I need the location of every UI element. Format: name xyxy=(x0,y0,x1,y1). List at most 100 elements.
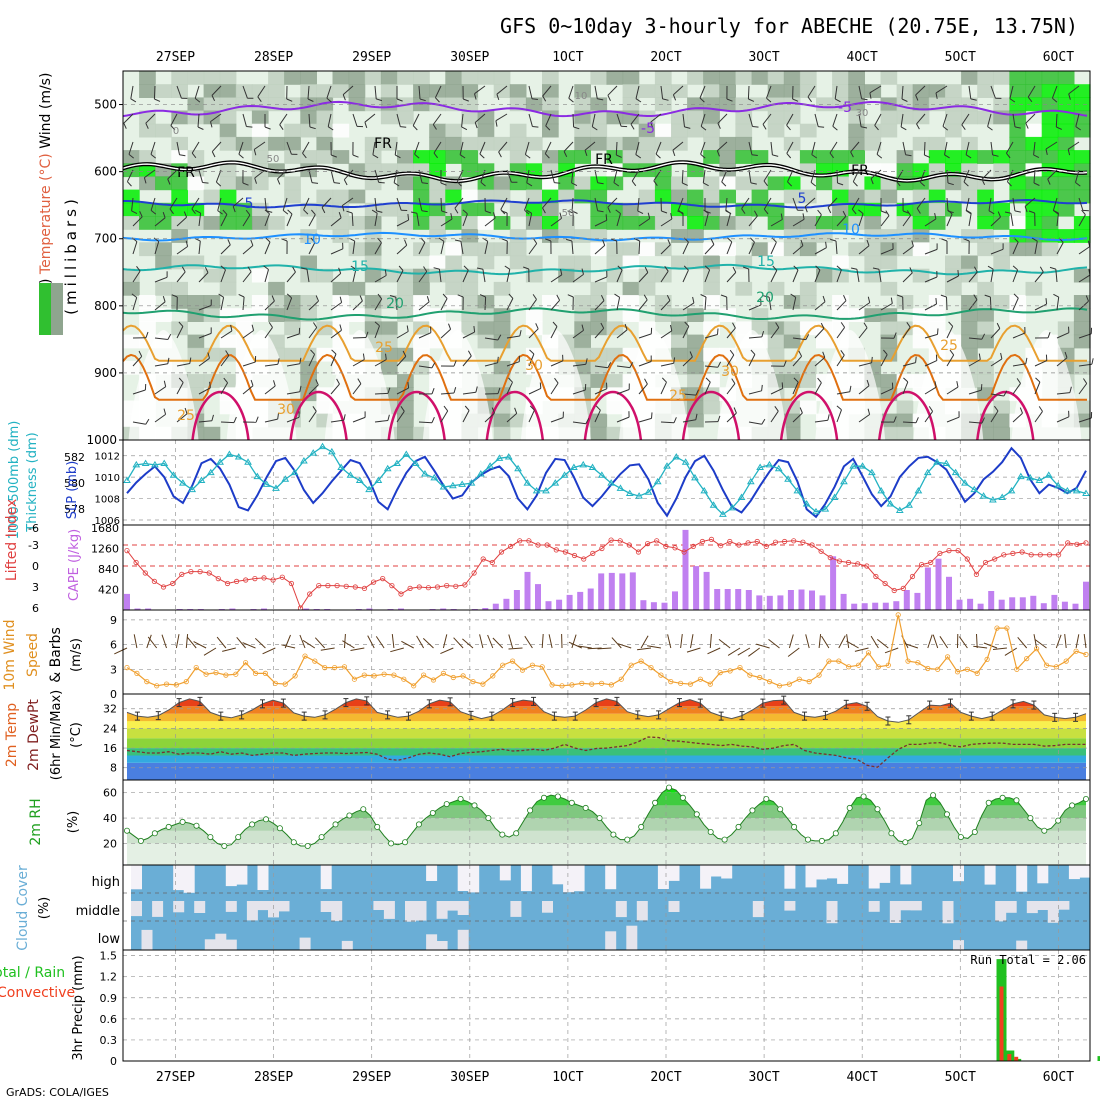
wind-barb-flag xyxy=(250,239,254,246)
wind-barb-flag xyxy=(207,352,210,359)
wind-barb-staff xyxy=(748,169,752,183)
lifted-index-marker xyxy=(845,559,852,566)
wind-barb-staff xyxy=(792,218,805,227)
rh-shade-cell xyxy=(268,84,285,98)
wind-barb-flag xyxy=(1045,298,1048,305)
wind-barb-flag xyxy=(949,349,955,356)
cloud-high-cell xyxy=(457,865,469,891)
lifted-index-marker xyxy=(553,547,559,553)
thickness-marker xyxy=(374,476,383,483)
cloud-mid-cell xyxy=(246,901,258,921)
wind-barb-staff xyxy=(286,271,296,283)
wind-barb xyxy=(198,414,214,423)
wind-speed-marker xyxy=(905,658,911,664)
rh-shade-cell xyxy=(783,360,801,375)
wind-barb-flag xyxy=(473,326,476,333)
wind-barb-staff xyxy=(637,197,640,211)
wind-barb-flag xyxy=(666,294,671,301)
wind-barb xyxy=(153,85,161,102)
wind-barb-staff xyxy=(330,383,340,395)
wind-barb-staff xyxy=(990,85,996,99)
wind-barb xyxy=(396,86,403,102)
wind-barb xyxy=(584,141,596,157)
rh-shade-cell xyxy=(687,110,704,125)
rh-shade-cell xyxy=(493,321,511,336)
surface-wind-barb xyxy=(442,634,448,649)
wind-speed-marker xyxy=(875,664,882,670)
cape-bar xyxy=(640,600,647,610)
wind-barb xyxy=(232,197,244,213)
wind-barb-flag xyxy=(1045,148,1048,156)
wind-barb-staff xyxy=(462,269,469,283)
wind-barb-flag xyxy=(178,377,184,383)
rh-shade-cell xyxy=(413,189,430,204)
rh-shade-cell xyxy=(1009,150,1027,164)
rh-shade-cell xyxy=(413,347,430,362)
thickness-tick-label: 580 xyxy=(64,477,85,490)
wind-barb xyxy=(528,382,542,395)
lifted-index-marker xyxy=(279,574,285,580)
wind-barb-staff xyxy=(524,141,530,155)
wind-barb-staff xyxy=(672,141,684,151)
rh-shade-cell xyxy=(590,347,608,362)
wind-barb xyxy=(915,85,926,101)
rh-shade-cell xyxy=(1025,281,1043,296)
rh-shade-cell xyxy=(219,202,237,217)
wind-barb xyxy=(681,169,688,186)
wind-speed-marker xyxy=(717,669,723,676)
rh-shade-cell xyxy=(558,229,575,243)
wind-barb xyxy=(946,411,960,423)
rh-shade-cell xyxy=(590,413,608,428)
wind-barb xyxy=(638,266,649,283)
wind-barb xyxy=(1056,410,1070,423)
rh-shade-cell xyxy=(525,163,543,178)
wind-barb-staff xyxy=(726,327,736,339)
cape-axis-title: CAPE (J/kg) xyxy=(67,529,82,601)
wind-barb-flag xyxy=(786,124,791,131)
rh-shade-cell xyxy=(928,84,946,98)
wind-barb xyxy=(682,265,689,283)
rh-shade-cell xyxy=(574,84,591,98)
wind-barb xyxy=(1024,197,1036,213)
wind-barb-flag xyxy=(1067,149,1071,156)
wind-barb xyxy=(432,113,442,130)
wind-barb xyxy=(506,330,522,339)
wind-barb xyxy=(130,85,137,103)
rh-shade-cell xyxy=(332,308,350,322)
wind-barb-flag xyxy=(400,406,405,412)
wind-barb-staff xyxy=(1051,85,1058,99)
lifted-index-marker xyxy=(571,552,578,559)
lifted-index-marker xyxy=(690,543,696,550)
wind-barb xyxy=(963,238,970,255)
rh-shade-cell xyxy=(364,255,382,270)
precip-tick-label: 1.5 xyxy=(100,950,118,963)
rh-shade-cell xyxy=(1057,136,1075,151)
rh-shade-cell xyxy=(1041,150,1059,164)
wind-barb-flag xyxy=(211,151,216,158)
wind-barb-staff xyxy=(968,359,981,367)
wind-barb xyxy=(374,169,385,184)
lifted-index-marker xyxy=(581,556,587,562)
rh-shade-cell xyxy=(848,202,865,217)
wind-barb-flag xyxy=(287,209,293,215)
li-tick-label: 3 xyxy=(32,581,39,594)
wind-barb-staff xyxy=(726,383,736,395)
precip-convective-bar xyxy=(999,986,1004,1061)
wind-barb-flag xyxy=(1024,206,1028,213)
wind-barb-flag xyxy=(238,153,244,159)
wind-barb-staff xyxy=(506,361,520,367)
precip-legend-total: Total / Rain xyxy=(0,965,65,981)
cape-bar xyxy=(703,571,710,610)
rh-shade-cell xyxy=(493,84,511,98)
wind-barb-flag xyxy=(753,210,758,217)
wind-barb xyxy=(702,169,709,187)
wind-barb-staff xyxy=(330,273,342,283)
wind-barb xyxy=(1034,266,1044,283)
cape-bar xyxy=(693,566,700,610)
wind-barb-flag xyxy=(695,413,698,420)
rh-shade-cell xyxy=(799,295,817,309)
wind-barb xyxy=(858,322,868,339)
wind-barb xyxy=(942,113,949,131)
wind-barb xyxy=(748,169,757,185)
wind-barb-staff xyxy=(1056,297,1060,311)
